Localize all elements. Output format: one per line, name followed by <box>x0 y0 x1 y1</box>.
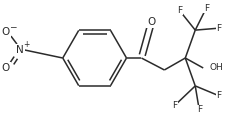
Text: F: F <box>196 105 201 114</box>
Text: O: O <box>2 63 10 73</box>
Text: +: + <box>22 40 29 49</box>
Text: −: − <box>9 23 17 32</box>
Text: F: F <box>216 24 221 33</box>
Text: F: F <box>216 91 221 100</box>
Text: OH: OH <box>208 63 222 72</box>
Text: O: O <box>147 17 155 27</box>
Text: F: F <box>176 6 181 15</box>
Text: O: O <box>2 27 10 37</box>
Text: F: F <box>171 101 176 110</box>
Text: F: F <box>203 4 208 13</box>
Text: N: N <box>16 45 24 55</box>
